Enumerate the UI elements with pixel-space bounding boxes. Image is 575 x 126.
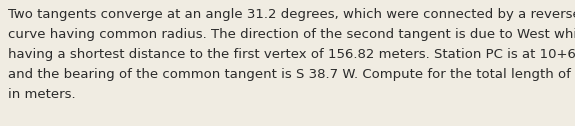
Text: and the bearing of the common tangent is S 38.7 W. Compute for the total length : and the bearing of the common tangent is… bbox=[8, 68, 575, 81]
Text: having a shortest distance to the first vertex of 156.82 meters. Station PC is a: having a shortest distance to the first … bbox=[8, 48, 575, 61]
Text: curve having common radius. The direction of the second tangent is due to West w: curve having common radius. The directio… bbox=[8, 28, 575, 41]
Text: in meters.: in meters. bbox=[8, 88, 76, 101]
Text: Two tangents converge at an angle 31.2 degrees, which were connected by a revers: Two tangents converge at an angle 31.2 d… bbox=[8, 8, 575, 21]
